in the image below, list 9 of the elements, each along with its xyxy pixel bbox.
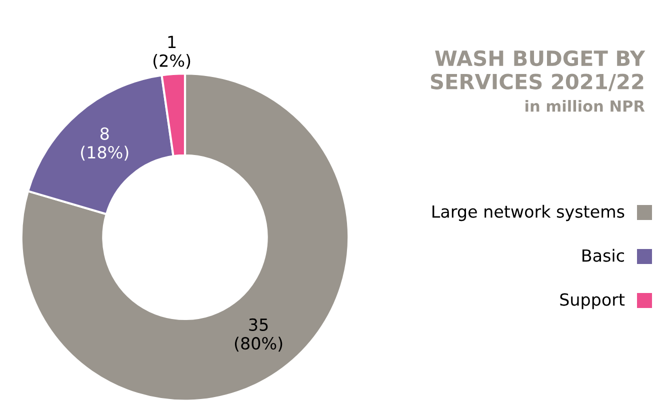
donut-slice <box>20 72 350 401</box>
data-label: 35 (80%) <box>234 318 282 352</box>
data-label: 8 (18%) <box>81 127 128 161</box>
legend-label: Basic <box>582 248 624 262</box>
text: in million NPR <box>526 100 645 112</box>
legend-label: Support <box>560 293 625 310</box>
text: WASH BUDGET BY SERVICES 2021/22 <box>430 50 646 92</box>
data-label: 1 (2%) <box>154 36 190 69</box>
legend-label: Large network systems <box>432 204 624 222</box>
